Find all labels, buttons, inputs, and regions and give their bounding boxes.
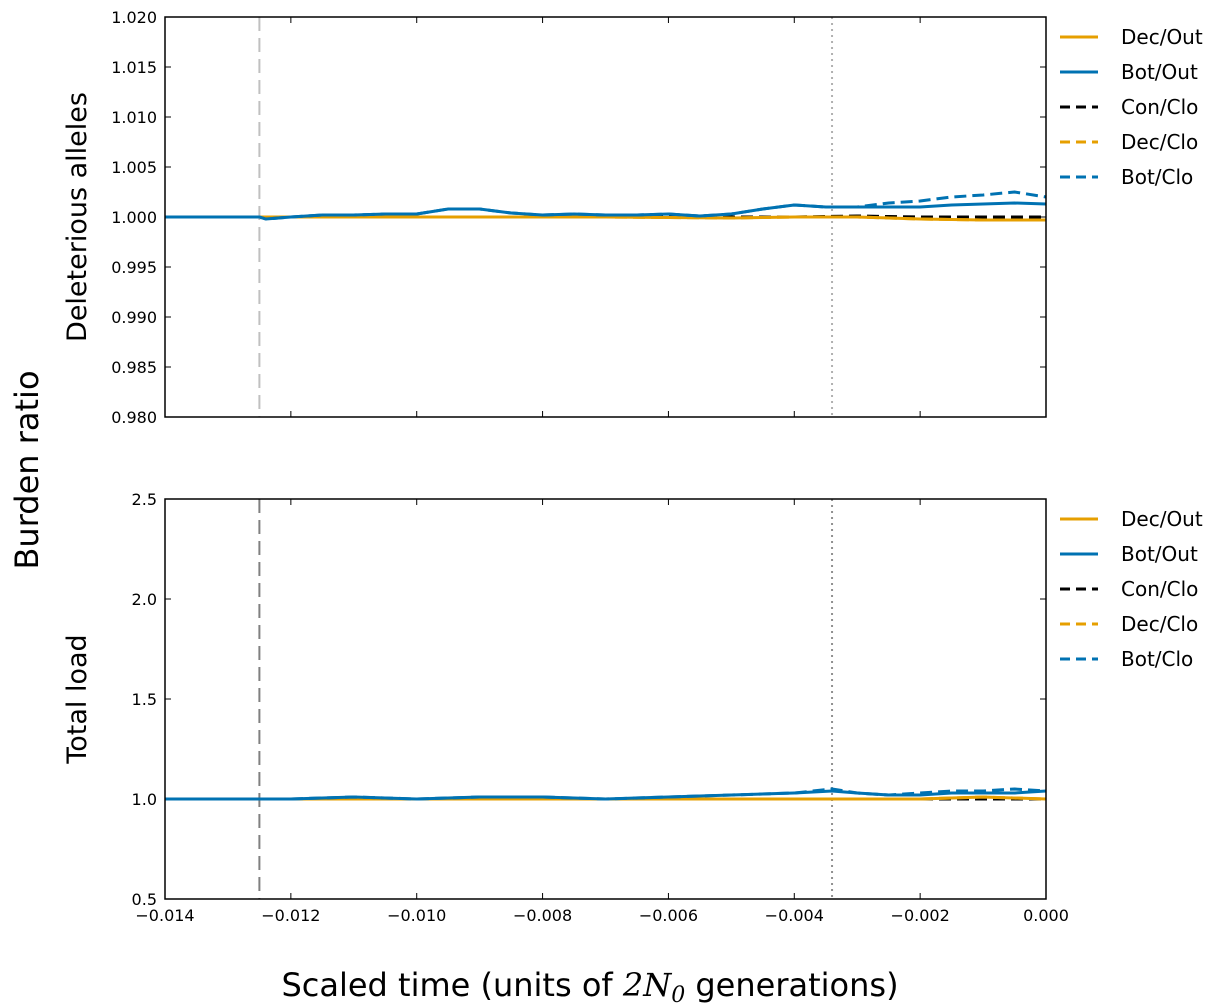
legend-label: Con/Clo: [1121, 95, 1198, 119]
ytick-label: 1.015: [111, 58, 157, 77]
legend-label: Dec/Clo: [1121, 612, 1198, 636]
panel-total-load: 0.5 1.0 1.5 2.0 2.5 −0.014 −0.012 −0.010 −0.008 −…: [62, 490, 1203, 925]
xtick-label: −0.008: [513, 906, 572, 925]
figure-xlabel: Scaled time (units of 2N0 generations): [281, 966, 898, 1003]
panel-ylabel: Deleterious alleles: [62, 92, 93, 342]
ytick-label: 2.5: [132, 490, 157, 509]
legend-label: Bot/Clo: [1121, 647, 1193, 671]
xtick-label: −0.004: [765, 906, 824, 925]
ytick-label: 0.995: [111, 258, 157, 277]
series-line-bot-out: [165, 201, 1047, 221]
ytick-label: 0.5: [132, 890, 157, 909]
ytick-label: 0.985: [111, 358, 157, 377]
xtick-label: −0.012: [261, 906, 320, 925]
figure-ylabel: Burden ratio: [8, 370, 46, 569]
legend-label: Dec/Out: [1121, 507, 1203, 531]
panel-deleterious-alleles: 0.980 0.985 0.990 0.995 1.000 1.005 1.010 1.015…: [62, 8, 1203, 427]
series-line-dec-out: [165, 795, 1047, 801]
ytick-label: 1.005: [111, 158, 157, 177]
axes-frame: [164, 498, 1047, 900]
ytick-label: 1.000: [111, 208, 157, 227]
series-line-dec-out: [165, 215, 1046, 222]
ytick-label: 0.990: [111, 308, 157, 327]
ytick-label: 1.5: [132, 690, 157, 709]
legend-label: Bot/Out: [1121, 60, 1198, 84]
legend-label: Bot/Out: [1121, 542, 1198, 566]
legend-label: Dec/Out: [1121, 25, 1203, 49]
xtick-label: −0.010: [387, 906, 446, 925]
series-line-bot-out: [165, 789, 1047, 801]
xtick-label: −0.014: [135, 906, 194, 925]
xtick-label: −0.002: [891, 906, 950, 925]
ytick-label: 2.0: [132, 590, 157, 609]
ytick-label: 1.020: [111, 8, 157, 27]
ytick-label: 0.980: [111, 408, 157, 427]
xtick-label: 0.000: [1023, 906, 1069, 925]
axes-frame: [164, 16, 1047, 418]
ytick-label: 1.0: [132, 790, 157, 809]
legend-label: Dec/Clo: [1121, 130, 1198, 154]
ytick-label: 1.010: [111, 108, 157, 127]
panel-ylabel: Total load: [62, 634, 93, 764]
legend-label: Con/Clo: [1121, 577, 1198, 601]
legend-label: Bot/Clo: [1121, 165, 1193, 189]
xtick-label: −0.006: [639, 906, 698, 925]
